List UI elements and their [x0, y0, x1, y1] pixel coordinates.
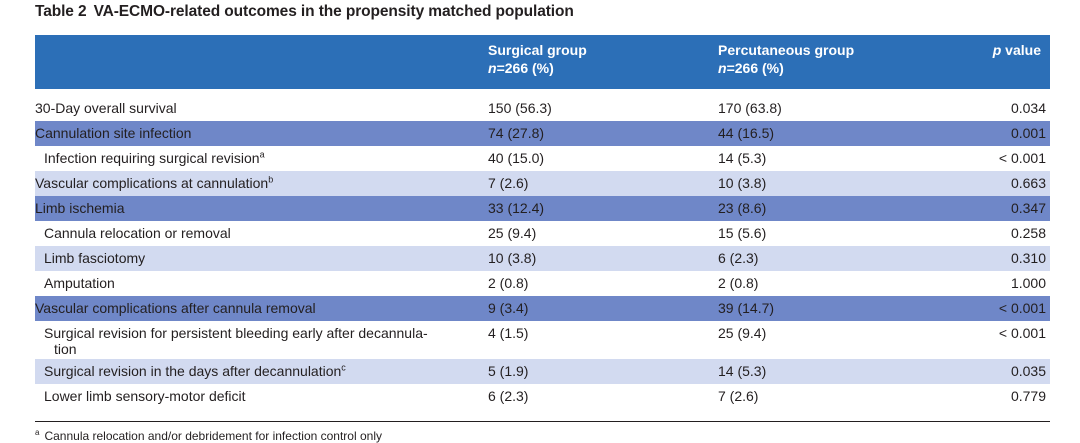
table-footnote: a Cannula relocation and/or debridement f… [35, 429, 382, 443]
cell-p-value: 0.663 [1010, 175, 1046, 191]
cell-p-value: < 0.001 [998, 150, 1046, 166]
cell-surgical: 5 (1.9) [488, 363, 529, 379]
cell-percutaneous: 14 (5.3) [718, 363, 767, 379]
cell-percutaneous: 2 (0.8) [718, 275, 759, 291]
header-p-value: p value [992, 42, 1041, 58]
cell-surgical: 7 (2.6) [488, 175, 529, 191]
cell-percutaneous: 44 (16.5) [718, 125, 775, 141]
row-label: Surgical revision for persistent bleedin… [44, 325, 428, 357]
footnote-marker: a [259, 149, 265, 160]
cell-percutaneous: 25 (9.4) [718, 325, 767, 341]
table-row: Cannulation site infection 74 (27.8) 44 … [35, 121, 1050, 146]
table-row: Infection requiring surgical revisiona 4… [35, 146, 1050, 171]
cell-percutaneous: 6 (2.3) [718, 250, 759, 266]
table-bottom-rule [35, 421, 1050, 422]
table-row: Cannula relocation or removal 25 (9.4) 1… [35, 221, 1050, 246]
row-label: Infection requiring surgical revisiona [44, 149, 265, 166]
cell-p-value: 0.779 [1010, 388, 1046, 404]
cell-surgical: 40 (15.0) [488, 150, 545, 166]
cell-p-value: 0.310 [1010, 250, 1046, 266]
table-row: Amputation 2 (0.8) 2 (0.8) 1.000 [35, 271, 1050, 296]
cell-surgical: 6 (2.3) [488, 388, 529, 404]
table-number: Table 2 [35, 3, 87, 20]
header-surgical: Surgical group n=266 (%) [488, 41, 587, 77]
cell-surgical: 2 (0.8) [488, 275, 529, 291]
header-surgical-title: Surgical group [488, 42, 587, 58]
cell-p-value: 0.258 [1010, 225, 1046, 241]
cell-surgical: 150 (56.3) [488, 100, 552, 116]
cell-surgical: 4 (1.5) [488, 325, 529, 341]
cell-p-value: 0.001 [1010, 125, 1046, 141]
cell-p-value: 0.347 [1010, 200, 1046, 216]
row-label: Limb fasciotomy [44, 250, 146, 266]
footnote-marker: b [268, 174, 274, 185]
cell-surgical: 25 (9.4) [488, 225, 537, 241]
cell-surgical: 74 (27.8) [488, 125, 545, 141]
table-row: Lower limb sensory-motor deficit 6 (2.3)… [35, 384, 1050, 409]
row-label: Lower limb sensory-motor deficit [44, 388, 246, 404]
cell-surgical: 9 (3.4) [488, 300, 529, 316]
cell-p-value: < 0.001 [998, 325, 1046, 341]
header-surgical-n: n=266 (%) [488, 60, 554, 76]
row-label: Vascular complications after cannula rem… [35, 300, 316, 316]
cell-p-value: < 0.001 [998, 300, 1046, 316]
cell-percutaneous: 23 (8.6) [718, 200, 767, 216]
cell-percutaneous: 39 (14.7) [718, 300, 775, 316]
table-row: Vascular complications at cannulationb 7… [35, 171, 1050, 196]
table-title: VA-ECMO-related outcomes in the propensi… [93, 3, 574, 20]
row-label: Vascular complications at cannulationb [35, 174, 274, 191]
cell-surgical: 10 (3.8) [488, 250, 537, 266]
footnote-marker: c [341, 362, 346, 373]
row-label: 30-Day overall survival [35, 100, 177, 116]
cell-p-value: 0.034 [1010, 100, 1046, 116]
table-row: Limb fasciotomy 10 (3.8) 6 (2.3) 0.310 [35, 246, 1050, 271]
table-row: 30-Day overall survival 150 (56.3) 170 (… [35, 96, 1050, 121]
row-label: Amputation [44, 275, 115, 291]
cell-percutaneous: 10 (3.8) [718, 175, 767, 191]
cell-percutaneous: 14 (5.3) [718, 150, 767, 166]
row-label: Surgical revision in the days after deca… [44, 362, 346, 379]
row-label: Limb ischemia [35, 200, 125, 216]
table-row: Surgical revision for persistent bleedin… [35, 321, 1050, 359]
cell-percutaneous: 15 (5.6) [718, 225, 767, 241]
table-body: 30-Day overall survival 150 (56.3) 170 (… [35, 96, 1050, 409]
cell-percutaneous: 170 (63.8) [718, 100, 782, 116]
cell-surgical: 33 (12.4) [488, 200, 545, 216]
table-row: Surgical revision in the days after deca… [35, 359, 1050, 384]
cell-p-value: 1.000 [1010, 275, 1046, 291]
cell-p-value: 0.035 [1010, 363, 1046, 379]
table-caption: Table 2 VA-ECMO-related outcomes in the p… [35, 3, 574, 21]
header-percutaneous: Percutaneous group n=266 (%) [718, 41, 854, 77]
table-row: Vascular complications after cannula rem… [35, 296, 1050, 321]
footnote-marker: a [35, 428, 40, 437]
table-header: Surgical group n=266 (%) Percutaneous gr… [35, 35, 1050, 89]
row-label: Cannulation site infection [35, 125, 192, 141]
table-row: Limb ischemia 33 (12.4) 23 (8.6) 0.347 [35, 196, 1050, 221]
cell-percutaneous: 7 (2.6) [718, 388, 759, 404]
header-percutaneous-n: n=266 (%) [718, 60, 784, 76]
header-percutaneous-title: Percutaneous group [718, 42, 855, 58]
row-label: Cannula relocation or removal [44, 225, 231, 241]
footnote-text: Cannula relocation and/or debridement fo… [44, 429, 382, 443]
